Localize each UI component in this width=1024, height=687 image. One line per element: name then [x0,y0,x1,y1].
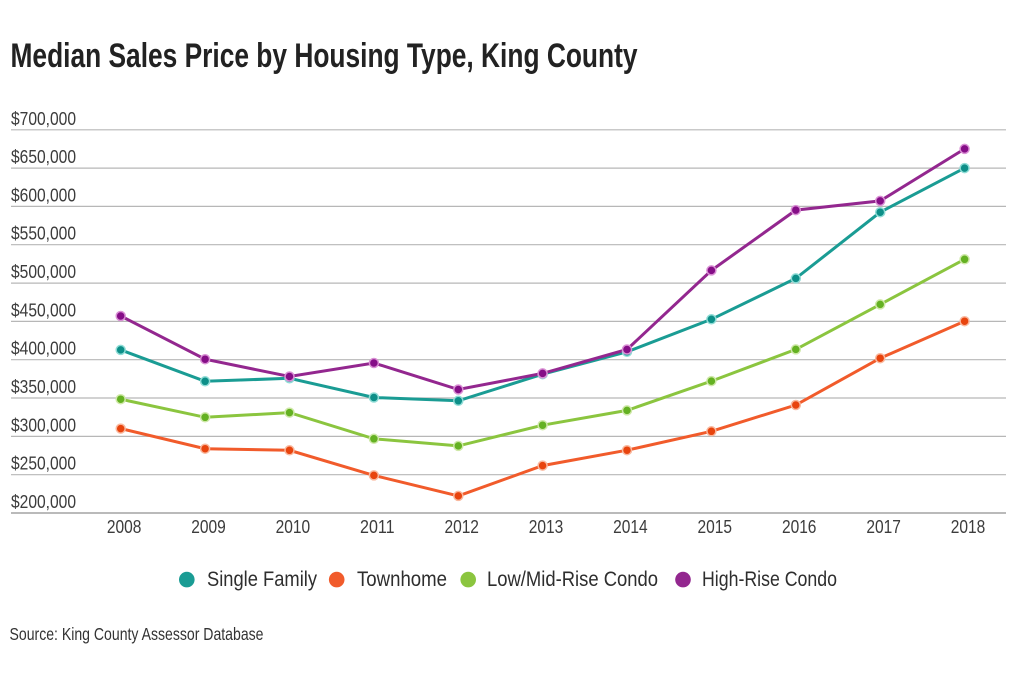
svg-text:$650,000: $650,000 [11,147,76,167]
svg-text:2008: 2008 [107,517,142,537]
svg-text:2009: 2009 [191,517,226,537]
svg-text:$550,000: $550,000 [11,224,76,244]
svg-text:$600,000: $600,000 [11,185,76,205]
svg-text:2017: 2017 [866,517,901,537]
svg-text:Median Sales Price by Housing: Median Sales Price by Housing Type, King… [11,37,638,75]
svg-text:2018: 2018 [951,517,986,537]
svg-text:Single Family: Single Family [207,568,317,591]
svg-text:Townhome: Townhome [357,568,447,591]
svg-text:High-Rise Condo: High-Rise Condo [702,568,837,591]
svg-text:$350,000: $350,000 [11,377,76,397]
svg-text:2010: 2010 [276,517,311,537]
svg-text:2012: 2012 [444,517,479,537]
svg-text:Source: King County Assessor D: Source: King County Assessor Database [10,624,264,644]
svg-text:Low/Mid-Rise Condo: Low/Mid-Rise Condo [487,568,658,591]
svg-text:$400,000: $400,000 [11,339,76,359]
svg-text:$700,000: $700,000 [11,109,76,129]
svg-text:$450,000: $450,000 [11,300,76,320]
svg-text:2011: 2011 [360,517,395,537]
svg-text:$200,000: $200,000 [11,492,76,512]
svg-text:$300,000: $300,000 [11,415,76,435]
svg-text:2016: 2016 [782,517,817,537]
svg-text:2015: 2015 [698,517,733,537]
svg-text:2013: 2013 [529,517,564,537]
svg-text:$500,000: $500,000 [11,262,76,282]
svg-text:$250,000: $250,000 [11,454,76,474]
svg-text:2014: 2014 [613,517,648,537]
